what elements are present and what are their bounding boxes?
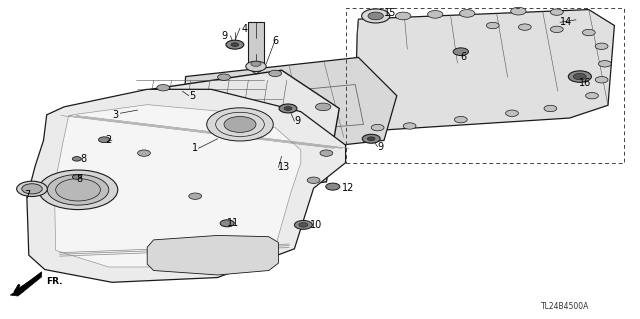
- Text: 16: 16: [579, 78, 591, 88]
- Polygon shape: [54, 105, 301, 267]
- Circle shape: [207, 108, 273, 141]
- Circle shape: [251, 61, 261, 66]
- Circle shape: [279, 104, 297, 113]
- Circle shape: [47, 174, 109, 205]
- Circle shape: [598, 61, 611, 67]
- Circle shape: [189, 193, 202, 199]
- Text: 1: 1: [192, 143, 198, 153]
- Circle shape: [320, 150, 333, 156]
- Text: 8: 8: [80, 154, 86, 165]
- Circle shape: [396, 12, 411, 20]
- Circle shape: [367, 137, 375, 141]
- Bar: [346, 8, 624, 163]
- Circle shape: [38, 170, 118, 210]
- Circle shape: [299, 223, 308, 227]
- Circle shape: [362, 9, 390, 23]
- Text: 13: 13: [278, 162, 291, 173]
- Polygon shape: [355, 10, 614, 131]
- Polygon shape: [10, 272, 42, 296]
- Circle shape: [157, 85, 170, 91]
- Circle shape: [368, 12, 383, 20]
- Circle shape: [428, 11, 443, 18]
- Polygon shape: [147, 235, 278, 275]
- Text: 11: 11: [227, 218, 239, 228]
- Text: 5: 5: [189, 91, 195, 101]
- Circle shape: [506, 110, 518, 116]
- Circle shape: [231, 43, 239, 47]
- Circle shape: [453, 48, 468, 56]
- Circle shape: [586, 93, 598, 99]
- Text: 2: 2: [106, 135, 112, 145]
- Polygon shape: [134, 70, 339, 198]
- Text: 12: 12: [342, 183, 355, 193]
- Text: 8: 8: [77, 174, 83, 184]
- Circle shape: [326, 183, 340, 190]
- Circle shape: [218, 74, 230, 80]
- Circle shape: [22, 184, 42, 194]
- Circle shape: [226, 40, 244, 49]
- Circle shape: [595, 43, 608, 49]
- Polygon shape: [27, 89, 346, 282]
- Text: TL24B4500A: TL24B4500A: [541, 302, 589, 311]
- Circle shape: [224, 116, 256, 132]
- Text: 6: 6: [461, 52, 467, 63]
- Circle shape: [544, 105, 557, 112]
- Circle shape: [460, 10, 475, 17]
- Circle shape: [518, 24, 531, 30]
- Text: 15: 15: [384, 8, 396, 18]
- Circle shape: [362, 134, 380, 143]
- Circle shape: [568, 71, 591, 82]
- Circle shape: [284, 107, 292, 110]
- Circle shape: [56, 179, 100, 201]
- Text: 6: 6: [272, 36, 278, 47]
- Circle shape: [550, 9, 563, 15]
- Circle shape: [550, 26, 563, 33]
- Circle shape: [595, 77, 608, 83]
- Text: 10: 10: [310, 220, 323, 230]
- Circle shape: [294, 220, 312, 229]
- Text: 3: 3: [112, 110, 118, 120]
- Text: FR.: FR.: [46, 277, 63, 286]
- Circle shape: [17, 181, 47, 197]
- Circle shape: [454, 116, 467, 123]
- Circle shape: [573, 73, 586, 80]
- Circle shape: [582, 29, 595, 36]
- Circle shape: [269, 70, 282, 77]
- Text: 9: 9: [294, 116, 301, 126]
- Circle shape: [72, 157, 81, 161]
- Circle shape: [72, 175, 81, 179]
- Circle shape: [403, 123, 416, 129]
- Circle shape: [486, 22, 499, 29]
- Polygon shape: [248, 22, 264, 64]
- Circle shape: [99, 137, 110, 143]
- Circle shape: [511, 7, 526, 15]
- Polygon shape: [182, 57, 397, 158]
- Text: 9: 9: [221, 31, 227, 41]
- Text: 9: 9: [378, 142, 384, 152]
- Text: 14: 14: [560, 17, 572, 27]
- Circle shape: [246, 61, 266, 71]
- Circle shape: [316, 103, 331, 111]
- Text: 7: 7: [24, 189, 31, 200]
- Circle shape: [220, 220, 234, 227]
- Circle shape: [371, 124, 384, 131]
- Circle shape: [138, 150, 150, 156]
- Circle shape: [307, 177, 320, 183]
- Text: 4: 4: [242, 24, 248, 34]
